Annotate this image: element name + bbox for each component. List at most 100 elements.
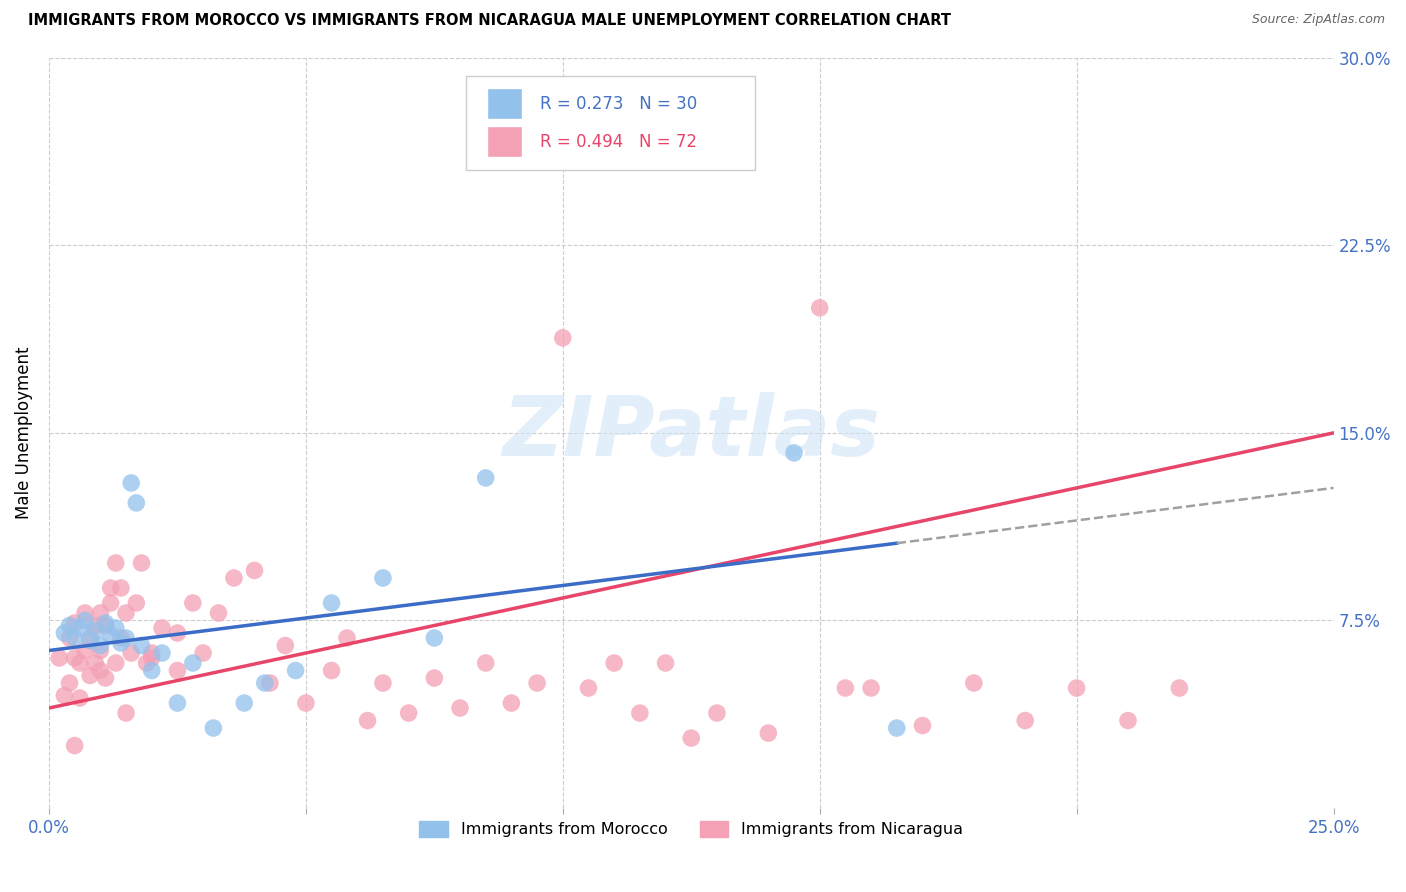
Point: [84, 656, 107, 670]
Point: [551, 331, 574, 345]
Point: [166, 626, 188, 640]
Point: [53, 626, 76, 640]
Point: [150, 621, 173, 635]
Point: [371, 571, 394, 585]
FancyBboxPatch shape: [488, 128, 522, 158]
Point: [53, 689, 76, 703]
Point: [100, 628, 122, 642]
Point: [321, 596, 343, 610]
Point: [135, 656, 157, 670]
FancyBboxPatch shape: [488, 89, 522, 120]
Point: [94, 618, 117, 632]
Point: [89, 639, 111, 653]
Point: [1014, 714, 1036, 728]
Point: [69, 691, 91, 706]
Point: [84, 624, 107, 638]
Text: ZIPatlas: ZIPatlas: [502, 392, 880, 474]
Point: [141, 646, 163, 660]
Point: [84, 618, 107, 632]
Point: [120, 646, 142, 660]
Text: Source: ZipAtlas.com: Source: ZipAtlas.com: [1251, 13, 1385, 27]
Point: [63, 739, 86, 753]
Point: [295, 696, 318, 710]
Point: [115, 631, 138, 645]
Point: [115, 706, 138, 720]
Point: [89, 606, 111, 620]
Y-axis label: Male Unemployment: Male Unemployment: [15, 347, 32, 519]
Point: [233, 696, 256, 710]
Point: [63, 615, 86, 630]
Point: [166, 664, 188, 678]
Point: [73, 614, 96, 628]
Point: [181, 656, 204, 670]
Point: [89, 643, 111, 657]
Point: [603, 656, 626, 670]
Point: [166, 696, 188, 710]
Point: [79, 631, 101, 645]
Point: [104, 556, 127, 570]
Point: [73, 606, 96, 620]
Point: [58, 618, 80, 632]
Point: [628, 706, 651, 720]
Text: R = 0.273   N = 30: R = 0.273 N = 30: [540, 95, 697, 113]
Point: [191, 646, 214, 660]
Point: [110, 636, 132, 650]
Point: [131, 639, 153, 653]
Point: [141, 664, 163, 678]
Point: [274, 639, 297, 653]
Point: [104, 656, 127, 670]
Point: [501, 696, 523, 710]
Point: [131, 556, 153, 570]
Point: [94, 671, 117, 685]
Point: [110, 581, 132, 595]
FancyBboxPatch shape: [467, 77, 755, 170]
Point: [423, 631, 446, 645]
Point: [706, 706, 728, 720]
Point: [654, 656, 676, 670]
Point: [756, 726, 779, 740]
Text: IMMIGRANTS FROM MOROCCO VS IMMIGRANTS FROM NICARAGUA MALE UNEMPLOYMENT CORRELATI: IMMIGRANTS FROM MOROCCO VS IMMIGRANTS FR…: [28, 13, 950, 29]
Point: [808, 301, 831, 315]
Point: [860, 681, 883, 695]
Point: [963, 676, 986, 690]
Point: [58, 676, 80, 690]
Point: [79, 633, 101, 648]
Point: [243, 564, 266, 578]
Point: [886, 721, 908, 735]
Point: [474, 656, 496, 670]
Point: [125, 596, 148, 610]
Point: [336, 631, 359, 645]
Point: [125, 496, 148, 510]
Point: [120, 475, 142, 490]
Point: [423, 671, 446, 685]
Point: [371, 676, 394, 690]
Point: [911, 718, 934, 732]
Point: [100, 581, 122, 595]
Point: [141, 651, 163, 665]
Point: [63, 631, 86, 645]
Point: [449, 701, 471, 715]
Point: [202, 721, 225, 735]
Point: [284, 664, 307, 678]
Point: [1116, 714, 1139, 728]
Point: [48, 651, 70, 665]
Text: R = 0.494   N = 72: R = 0.494 N = 72: [540, 134, 696, 152]
Point: [110, 631, 132, 645]
Point: [115, 606, 138, 620]
Point: [207, 606, 229, 620]
Point: [1066, 681, 1088, 695]
Point: [181, 596, 204, 610]
Point: [253, 676, 276, 690]
Point: [474, 471, 496, 485]
Point: [89, 664, 111, 678]
Point: [578, 681, 600, 695]
Point: [222, 571, 245, 585]
Point: [526, 676, 548, 690]
Point: [94, 615, 117, 630]
Point: [356, 714, 378, 728]
Point: [100, 596, 122, 610]
Point: [58, 631, 80, 645]
Point: [834, 681, 856, 695]
Point: [73, 643, 96, 657]
Point: [104, 621, 127, 635]
